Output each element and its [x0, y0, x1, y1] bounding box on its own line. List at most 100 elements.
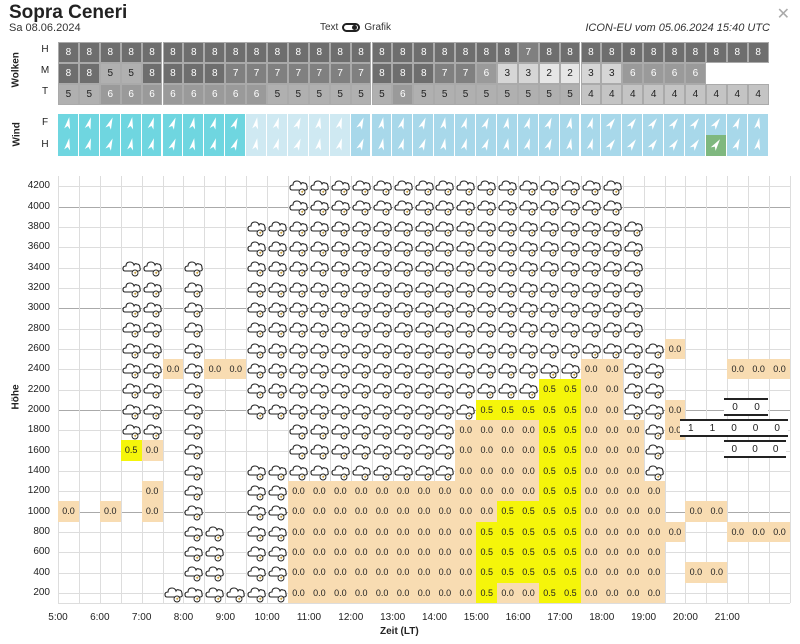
wind-cell [538, 114, 560, 135]
cumulus-cloud-icon [184, 505, 204, 521]
cumulus-cloud-icon [268, 505, 287, 521]
cumulus-cloud-icon [414, 444, 434, 460]
cumulus-cloud-icon [414, 383, 434, 399]
cloud-cover-cell: 7 [329, 63, 351, 84]
wind-arrow-icon [64, 117, 71, 130]
climb-rate-cell: 0.0 [392, 501, 414, 522]
cloud-cover-cell: 6 [643, 63, 665, 84]
cloud-cover-cell: 8 [162, 63, 184, 84]
cumulus-cloud-icon [143, 404, 162, 420]
cloud-cover-cell: 4 [601, 84, 623, 105]
cumulus-cloud-icon [184, 546, 204, 562]
climb-rate-cell: 0.0 [706, 562, 728, 583]
cloud-cover-cell: 8 [183, 42, 205, 63]
cumulus-cloud-icon [331, 444, 350, 460]
cumulus-cloud-icon [414, 180, 434, 196]
cloud-cover-cell: 5 [287, 84, 309, 105]
climb-rate-cell: 0.0 [413, 542, 435, 563]
climb-rate-cell: 0.5 [539, 542, 560, 563]
wind-arrow-icon [210, 138, 217, 151]
cumulus-cloud-icon [435, 200, 455, 216]
clouds-row-label-low: T [41, 86, 49, 97]
cumulus-cloud-icon [519, 363, 538, 379]
text-graphic-toggle[interactable]: Text Grafik [320, 22, 391, 33]
cumulus-cloud-icon [477, 282, 497, 298]
climb-rate-cell: 0.0 [518, 420, 540, 441]
climb-rate-cell: 0.0 [455, 440, 477, 461]
wind-cell [162, 135, 184, 156]
climb-rate-cell: 0.0 [727, 521, 749, 542]
cumulus-cloud-icon [373, 241, 392, 257]
wind-arrow-icon [710, 139, 720, 151]
wind-arrow-icon [586, 117, 593, 130]
grid-line [497, 176, 499, 603]
wind-cell [120, 135, 142, 156]
cumulus-cloud-icon [184, 465, 204, 481]
close-icon[interactable]: ✕ [776, 6, 790, 23]
climb-rate-cell: 0.0 [204, 359, 226, 380]
climb-rate-cell: 0.0 [601, 582, 623, 603]
wind-arrow-icon [626, 139, 637, 151]
grid-line [350, 176, 352, 603]
y-tick-label: 3800 [27, 220, 50, 232]
inversion-value: 0 [752, 422, 759, 434]
cumulus-cloud-icon [498, 241, 517, 257]
cumulus-cloud-icon [289, 444, 308, 460]
cumulus-cloud-icon [624, 363, 643, 379]
grid-line [308, 176, 310, 603]
cumulus-cloud-icon [435, 322, 455, 338]
wind-arrow-icon [481, 117, 489, 130]
wind-arrow-icon [230, 117, 238, 130]
climb-rate-cell: 0.5 [559, 399, 581, 420]
climb-rate-cell: 0.5 [518, 562, 540, 583]
cumulus-cloud-icon [373, 465, 392, 481]
climb-rate-cell: 0.0 [434, 481, 456, 502]
climb-rate-cell: 0.0 [329, 562, 351, 583]
wind-cell [287, 135, 309, 156]
cumulus-cloud-icon [268, 282, 287, 298]
grid-line [141, 176, 143, 603]
cumulus-cloud-icon [373, 221, 392, 237]
wind-cell [392, 114, 414, 135]
wind-cell [601, 114, 623, 135]
climb-rate-cell: 0.0 [308, 542, 330, 563]
cumulus-cloud-icon [498, 302, 517, 318]
cumulus-cloud-icon [247, 302, 267, 318]
wind-cell [267, 114, 288, 135]
wind-arrow-icon [544, 138, 552, 151]
wind-arrow-icon [586, 138, 593, 151]
cumulus-cloud-icon [122, 424, 141, 440]
grid-line [267, 176, 269, 603]
cumulus-cloud-icon [247, 322, 267, 338]
cumulus-cloud-icon [582, 200, 601, 216]
cumulus-cloud-icon [477, 180, 497, 196]
x-tick-label: 20:00 [672, 612, 698, 623]
wind-arrow-icon [565, 117, 572, 130]
cumulus-cloud-icon [143, 322, 162, 338]
climb-rate-cell: 0.0 [413, 481, 435, 502]
toggle-switch[interactable] [342, 23, 361, 32]
wind-cell [371, 114, 393, 135]
cumulus-cloud-icon [331, 261, 350, 277]
climb-rate-cell: 0.0 [413, 562, 435, 583]
climb-rate-cell: 0.0 [622, 481, 644, 502]
cumulus-cloud-icon [519, 343, 538, 359]
cumulus-cloud-icon [435, 282, 455, 298]
climb-rate-cell: 0.0 [413, 582, 435, 603]
cloud-cover-cell: 5 [329, 84, 351, 105]
cloud-cover-cell: 6 [120, 84, 142, 105]
cumulus-cloud-icon [456, 200, 476, 216]
climb-rate-cell: 0.5 [559, 379, 581, 400]
wind-cell [434, 135, 456, 156]
cumulus-cloud-icon [122, 343, 141, 359]
climb-rate-cell: 0.0 [350, 562, 372, 583]
climb-rate-cell: 0.0 [329, 582, 351, 603]
climb-rate-cell: 0.0 [288, 521, 309, 542]
cloud-cover-cell: 8 [726, 42, 748, 63]
climb-rate-cell: 0.0 [392, 481, 414, 502]
cumulus-cloud-icon [310, 444, 329, 460]
cumulus-cloud-icon [289, 221, 308, 237]
y-tick-label: 400 [33, 566, 50, 578]
x-tick-label: 16:00 [505, 612, 531, 623]
inversion-value: 0 [772, 443, 779, 455]
